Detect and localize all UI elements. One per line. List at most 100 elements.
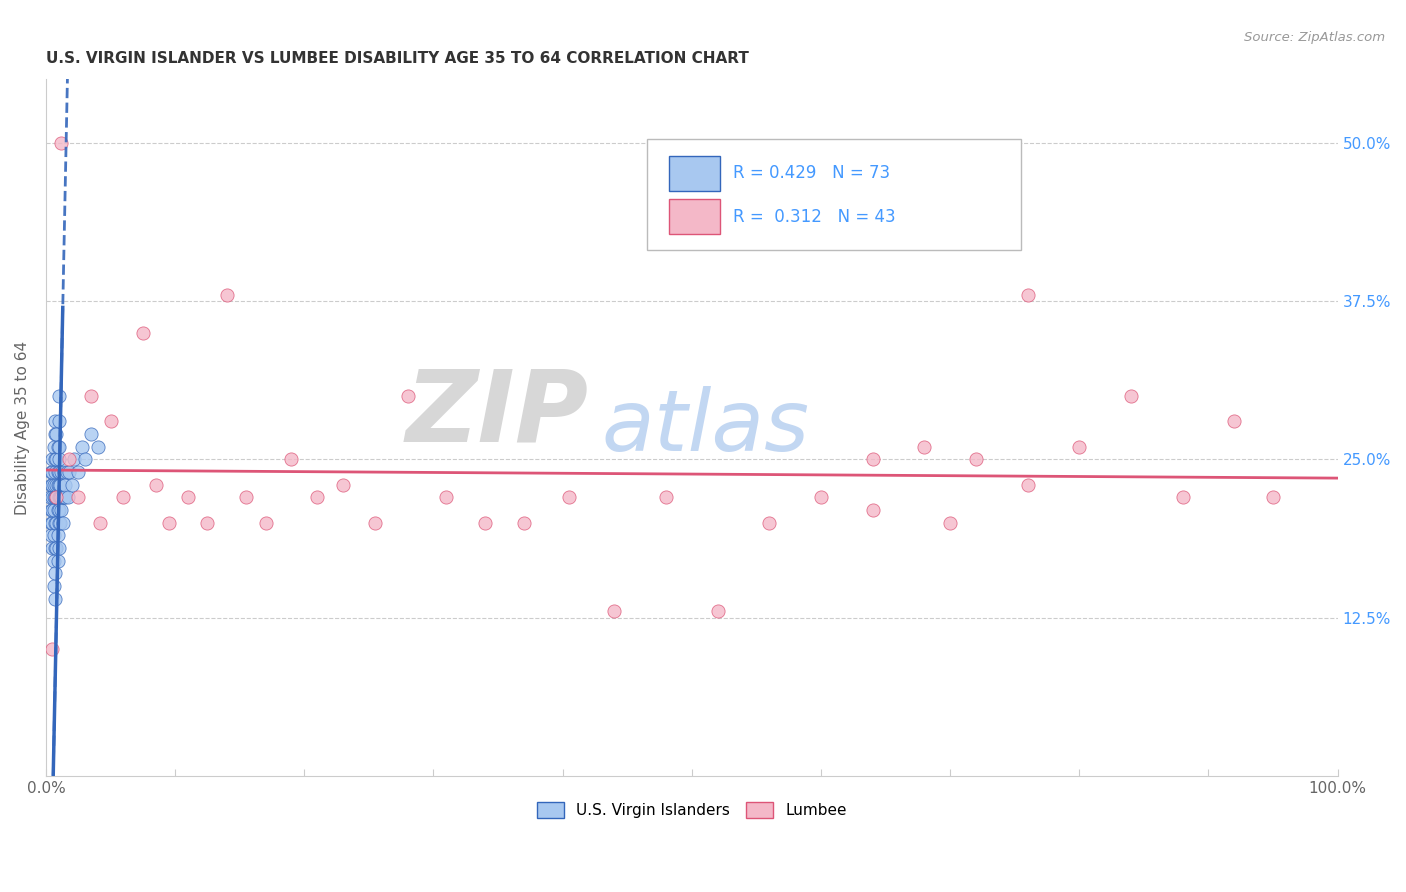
Point: [1017, 477, 1039, 491]
Point: [41, 503, 63, 517]
Point: [39, 516, 62, 530]
Point: [38, 491, 60, 505]
Point: [80, 427, 103, 442]
Point: [1119, 389, 1142, 403]
Point: [41, 491, 63, 505]
Text: atlas: atlas: [602, 386, 810, 469]
Point: [132, 326, 155, 340]
Y-axis label: Disability Age 35 to 64: Disability Age 35 to 64: [15, 341, 30, 515]
Point: [100, 414, 122, 428]
Point: [44, 427, 66, 442]
Point: [70, 440, 93, 454]
Point: [197, 516, 219, 530]
Point: [45, 452, 67, 467]
Point: [42, 503, 65, 517]
Point: [42, 579, 65, 593]
Point: [862, 503, 884, 517]
Point: [46, 477, 69, 491]
Point: [810, 491, 832, 505]
Text: Source: ZipAtlas.com: Source: ZipAtlas.com: [1244, 31, 1385, 45]
Bar: [669, 199, 720, 234]
Point: [42, 528, 65, 542]
Point: [215, 287, 238, 301]
Point: [39, 465, 62, 479]
Point: [254, 516, 277, 530]
Point: [51, 465, 73, 479]
Point: [42, 477, 65, 491]
Point: [44, 452, 66, 467]
Point: [434, 491, 457, 505]
Point: [332, 477, 354, 491]
Point: [53, 491, 76, 505]
Point: [44, 541, 66, 555]
Text: R = 0.429   N = 73: R = 0.429 N = 73: [733, 164, 890, 183]
Point: [39, 528, 62, 542]
Point: [73, 452, 96, 467]
Point: [558, 491, 581, 505]
Point: [44, 465, 66, 479]
Point: [44, 591, 66, 606]
Point: [49, 477, 72, 491]
Legend: U.S. Virgin Islanders, Lumbee: U.S. Virgin Islanders, Lumbee: [530, 796, 853, 824]
Point: [60, 477, 83, 491]
Point: [48, 389, 70, 403]
Point: [1171, 491, 1194, 505]
Point: [46, 465, 69, 479]
Point: [48, 477, 70, 491]
FancyBboxPatch shape: [647, 138, 1021, 250]
Point: [45, 541, 67, 555]
Point: [48, 541, 70, 555]
Point: [45, 427, 67, 442]
Point: [58, 465, 80, 479]
Point: [177, 491, 200, 505]
Point: [41, 541, 63, 555]
Point: [42, 491, 65, 505]
Point: [41, 465, 63, 479]
Point: [48, 452, 70, 467]
Point: [51, 136, 73, 150]
Point: [39, 503, 62, 517]
Point: [53, 477, 76, 491]
Point: [48, 414, 70, 428]
Text: ZIP: ZIP: [405, 366, 589, 462]
Point: [46, 528, 69, 542]
Point: [80, 389, 103, 403]
Point: [48, 516, 70, 530]
Point: [86, 440, 108, 454]
Point: [41, 477, 63, 491]
Point: [45, 491, 67, 505]
Point: [58, 452, 80, 467]
Point: [1017, 287, 1039, 301]
Point: [280, 452, 302, 467]
Point: [145, 477, 167, 491]
Point: [235, 491, 257, 505]
Point: [45, 477, 67, 491]
Point: [307, 491, 329, 505]
Point: [364, 516, 387, 530]
Point: [758, 516, 780, 530]
Point: [48, 503, 70, 517]
Point: [39, 477, 62, 491]
Point: [67, 465, 90, 479]
Point: [912, 440, 935, 454]
Point: [655, 491, 678, 505]
Point: [112, 491, 135, 505]
Point: [52, 491, 75, 505]
Point: [48, 440, 70, 454]
Point: [53, 491, 76, 505]
Point: [45, 491, 67, 505]
Point: [706, 605, 728, 619]
Point: [1069, 440, 1091, 454]
Point: [41, 452, 63, 467]
Point: [1223, 414, 1246, 428]
Point: [56, 491, 79, 505]
Point: [44, 414, 66, 428]
Point: [48, 491, 70, 505]
Point: [46, 440, 69, 454]
Point: [53, 465, 76, 479]
Point: [939, 516, 962, 530]
Point: [513, 516, 536, 530]
Point: [49, 491, 72, 505]
Text: U.S. VIRGIN ISLANDER VS LUMBEE DISABILITY AGE 35 TO 64 CORRELATION CHART: U.S. VIRGIN ISLANDER VS LUMBEE DISABILIT…: [46, 51, 749, 66]
Point: [52, 516, 75, 530]
